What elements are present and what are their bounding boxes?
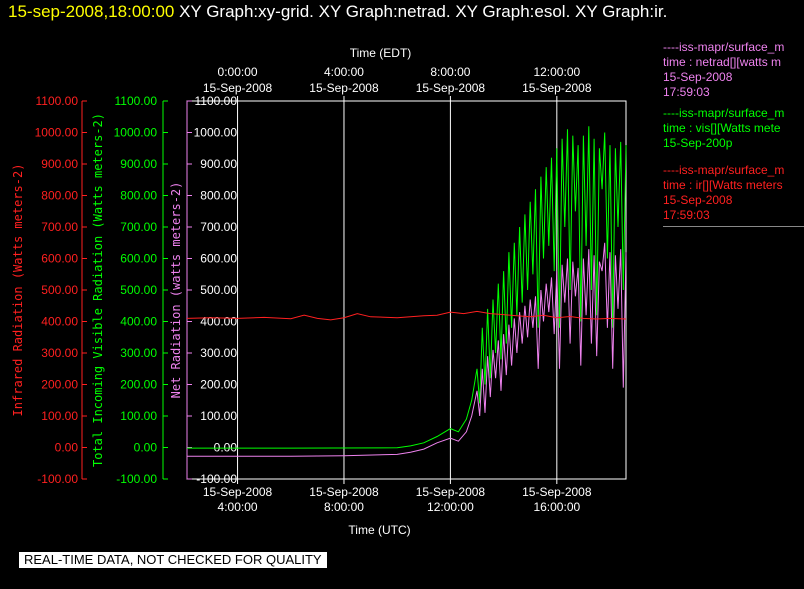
legend-ir-variable: time : ir[][Watts meters [663, 178, 783, 192]
y-tick-label-vis: 100.00 [120, 409, 157, 423]
legend-netrad-line: ----iss-mapr/surface_m [663, 40, 785, 54]
series-line-ir [186, 310, 627, 321]
y-tick-label-netrad: 200.00 [200, 378, 237, 392]
y-tick-label-netrad: -100.00 [196, 472, 237, 486]
y-tick-label-netrad: 1000.00 [194, 126, 238, 140]
y-tick-label-netrad: 100.00 [200, 409, 237, 423]
y-tick-label-vis: 1100.00 [115, 94, 158, 108]
legend: ----iss-mapr/surface_m time : netrad[][w… [663, 40, 804, 233]
y-tick-label-netrad: 900.00 [200, 157, 237, 171]
legend-netrad-variable: time : netrad[][watts m [663, 55, 782, 69]
y-tick-label-netrad: 800.00 [200, 189, 237, 203]
y-tick-label-vis: 600.00 [120, 252, 157, 266]
y-tick-label-ir: 800.00 [41, 189, 78, 203]
y-tick-label-ir: 400.00 [41, 315, 78, 329]
legend-ir-date: 15-Sep-2008 [663, 193, 733, 207]
y-tick-label-vis: 800.00 [120, 189, 157, 203]
x-tick-label-top-time: 4:00:00 [324, 65, 364, 79]
y-tick-label-netrad: 400.00 [200, 315, 237, 329]
y-tick-label-vis: 400.00 [120, 315, 157, 329]
x-tick-label-bottom-date: 15-Sep-2008 [203, 485, 273, 499]
y-tick-label-ir: -100.00 [37, 472, 78, 486]
legend-vis: ----iss-mapr/surface_m time : vis[][Watt… [663, 106, 804, 151]
x-tick-label-top-time: 12:00:00 [533, 65, 580, 79]
y-tick-label-netrad: 500.00 [200, 283, 237, 297]
y-tick-label-ir: 0.00 [55, 441, 79, 455]
y-tick-label-vis: 0.00 [134, 441, 158, 455]
x-tick-label-top-date: 15-Sep-2008 [309, 81, 379, 95]
y-tick-label-ir: 1100.00 [36, 94, 79, 108]
legend-netrad-time: 17:59:03 [663, 85, 710, 99]
y-tick-label-ir: 700.00 [41, 220, 78, 234]
legend-vis-date: 15-Sep-200p [663, 136, 733, 150]
series-line-vis [187, 126, 627, 449]
y-tick-label-vis: 200.00 [120, 378, 157, 392]
title-datetime: 15-sep-2008,18:00:00 [8, 2, 175, 21]
series-line-netrad [187, 242, 627, 457]
y-tick-label-netrad: 0.00 [214, 441, 238, 455]
legend-vis-line: ----iss-mapr/surface_m [663, 106, 785, 120]
y-tick-label-netrad: 1100.00 [195, 94, 238, 108]
x-axis-label-top: Time (EDT) [350, 46, 412, 60]
x-tick-label-top-date: 15-Sep-2008 [203, 81, 273, 95]
x-tick-label-bottom-time: 16:00:00 [533, 500, 580, 514]
y-tick-label-vis: 700.00 [120, 220, 157, 234]
x-tick-label-bottom-date: 15-Sep-2008 [416, 485, 486, 499]
y-tick-label-vis: 1000.00 [114, 126, 158, 140]
y-tick-label-vis: 300.00 [120, 346, 157, 360]
page-title: 15-sep-2008,18:00:00 XY Graph:xy-grid. X… [8, 2, 667, 22]
y-tick-label-vis: 900.00 [120, 157, 157, 171]
y-tick-label-netrad: 600.00 [200, 252, 237, 266]
y-axis-title-netrad: Net Radiation (watts meters-2) [169, 182, 183, 399]
x-tick-label-bottom-time: 8:00:00 [324, 500, 364, 514]
y-axis-title-vis: Total Incoming Visible Radiation (Watts … [91, 113, 105, 467]
y-tick-label-vis: 500.00 [120, 283, 157, 297]
y-tick-label-netrad: 300.00 [200, 346, 237, 360]
y-tick-label-ir: 200.00 [41, 378, 78, 392]
x-axis-label-bottom: Time (UTC) [348, 523, 410, 537]
y-tick-label-ir: 600.00 [41, 252, 78, 266]
y-tick-label-ir: 300.00 [41, 346, 78, 360]
y-tick-label-ir: 500.00 [41, 283, 78, 297]
x-tick-label-bottom-time: 12:00:00 [427, 500, 474, 514]
y-axis-title-ir: Infrared Radiation (Watts meters-2) [11, 164, 25, 417]
quality-warning: REAL-TIME DATA, NOT CHECKED FOR QUALITY [19, 552, 327, 568]
x-tick-label-top-date: 15-Sep-2008 [522, 81, 592, 95]
legend-vis-variable: time : vis[][Watts mete [663, 121, 781, 135]
y-tick-label-netrad: 700.00 [200, 220, 237, 234]
y-tick-label-ir: 900.00 [41, 157, 78, 171]
x-tick-label-bottom-date: 15-Sep-2008 [522, 485, 592, 499]
x-tick-label-top-time: 0:00:00 [218, 65, 258, 79]
y-tick-label-vis: -100.00 [116, 472, 157, 486]
legend-ir-line: ----iss-mapr/surface_m [663, 163, 785, 177]
x-tick-label-bottom-date: 15-Sep-2008 [309, 485, 379, 499]
x-tick-label-bottom-time: 4:00:00 [218, 500, 258, 514]
y-tick-label-ir: 1000.00 [35, 126, 79, 140]
x-tick-label-top-date: 15-Sep-2008 [416, 81, 486, 95]
y-tick-label-ir: 100.00 [41, 409, 78, 423]
x-tick-label-top-time: 8:00:00 [430, 65, 470, 79]
title-graph-list: XY Graph:xy-grid. XY Graph:netrad. XY Gr… [179, 2, 668, 21]
legend-ir-time: 17:59:03 [663, 208, 710, 222]
legend-netrad-date: 15-Sep-2008 [663, 70, 733, 84]
legend-ir: ----iss-mapr/surface_m time : ir[][Watts… [663, 163, 804, 227]
legend-netrad: ----iss-mapr/surface_m time : netrad[][w… [663, 40, 804, 100]
legend-divider [663, 226, 804, 227]
